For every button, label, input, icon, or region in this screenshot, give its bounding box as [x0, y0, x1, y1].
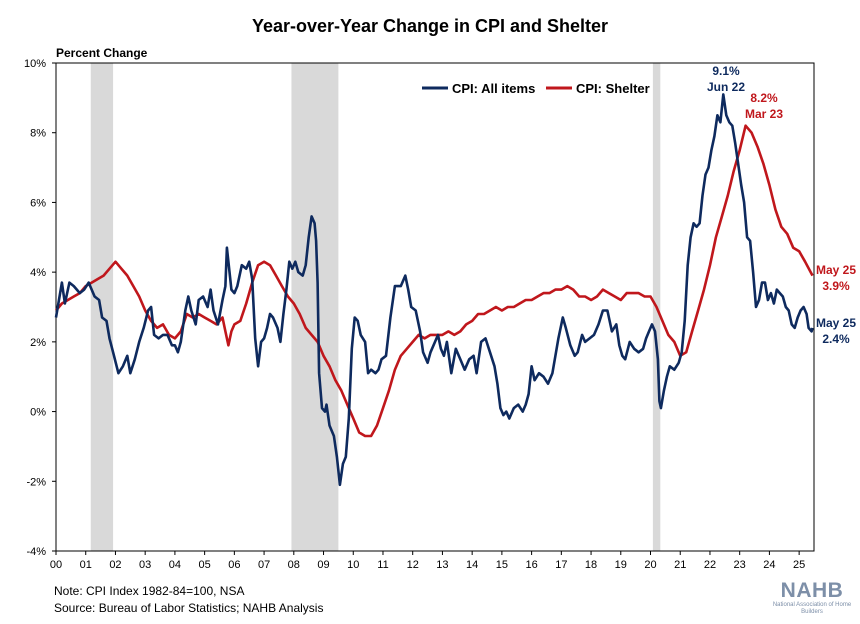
- recession-bands: [90, 63, 661, 551]
- y-tick-label: -4%: [26, 546, 46, 558]
- axes: -4% -2% 0% 2% 4% 6% 8% 10% 00 01 02 03 04 05 06 07 08 09 1…: [24, 58, 815, 571]
- x-tick-label: 03: [139, 559, 151, 571]
- x-tick-label: 24: [763, 559, 775, 571]
- annotations: 9.1% Jun 22 8.2% Mar 23 May 25 3.9% May …: [707, 64, 856, 346]
- x-tick-label: 00: [50, 559, 62, 571]
- annotation-cpi-peak-date: Jun 22: [707, 80, 745, 94]
- recession-band: [90, 63, 114, 551]
- x-tick-label: 20: [644, 559, 656, 571]
- x-tick-label: 06: [228, 559, 240, 571]
- y-tick-label: 8%: [30, 128, 46, 140]
- x-tick-label: 10: [347, 559, 359, 571]
- y-tick-label: 2%: [30, 337, 46, 349]
- x-tick-label: 13: [436, 559, 448, 571]
- logo-subtitle: National Association of Home Builders: [772, 602, 852, 615]
- x-tick-label: 18: [585, 559, 597, 571]
- x-tick-label: 08: [288, 559, 300, 571]
- x-tick-label: 09: [317, 559, 329, 571]
- y-tick-label: -2%: [26, 476, 46, 488]
- y-axis-caption: Percent Change: [56, 46, 148, 60]
- y-tick-label: 6%: [30, 197, 46, 209]
- note-line: Note: CPI Index 1982-84=100, NSA: [54, 584, 245, 598]
- x-tick-label: 12: [407, 559, 419, 571]
- y-tick-label: 4%: [30, 267, 46, 279]
- series-line-shelter: [55, 124, 814, 438]
- x-tick-label: 19: [615, 559, 627, 571]
- x-tick-label: 02: [109, 559, 121, 571]
- x-tick-label: 23: [734, 559, 746, 571]
- chart-title: Year-over-Year Change in CPI and Shelter: [251, 16, 609, 36]
- x-tick-label: 04: [169, 559, 181, 571]
- y-tick-label: 0%: [30, 407, 46, 419]
- legend-shelter-label: CPI: Shelter: [576, 81, 650, 96]
- annotation-cpi-end-date: May 25: [816, 316, 856, 330]
- x-tick-label: 21: [674, 559, 686, 571]
- source-line: Source: Bureau of Labor Statistics; NAHB…: [54, 601, 324, 615]
- plot-area-border: [55, 62, 815, 552]
- x-tick-label: 07: [258, 559, 270, 571]
- x-tick-label: 16: [525, 559, 537, 571]
- x-tick-label: 11: [377, 559, 388, 571]
- x-tick-label: 17: [555, 559, 567, 571]
- logo-wordmark: NAHB: [780, 579, 844, 602]
- legend: CPI: All items CPI: Shelter: [422, 81, 650, 96]
- annotation-cpi-peak-value: 9.1%: [712, 64, 740, 78]
- series-lines: [54, 93, 814, 487]
- nahb-logo: NAHB National Association of Home Builde…: [770, 580, 854, 616]
- y-tick-label: 10%: [24, 58, 46, 70]
- recession-band: [291, 63, 339, 551]
- annotation-shelter-end-date: May 25: [816, 263, 856, 277]
- annotation-shelter-peak-value: 8.2%: [750, 91, 778, 105]
- x-tick-label: 25: [793, 559, 805, 571]
- series-line-cpi: [54, 93, 814, 487]
- x-tick-label: 15: [496, 559, 508, 571]
- annotation-cpi-end-value: 2.4%: [822, 332, 850, 346]
- x-tick-label: 05: [199, 559, 211, 571]
- x-tick-label: 14: [466, 559, 478, 571]
- x-tick-label: 22: [704, 559, 716, 571]
- legend-cpi-label: CPI: All items: [452, 81, 535, 96]
- annotation-shelter-end-value: 3.9%: [822, 279, 850, 293]
- annotation-shelter-peak-date: Mar 23: [745, 107, 783, 121]
- x-tick-label: 01: [80, 559, 92, 571]
